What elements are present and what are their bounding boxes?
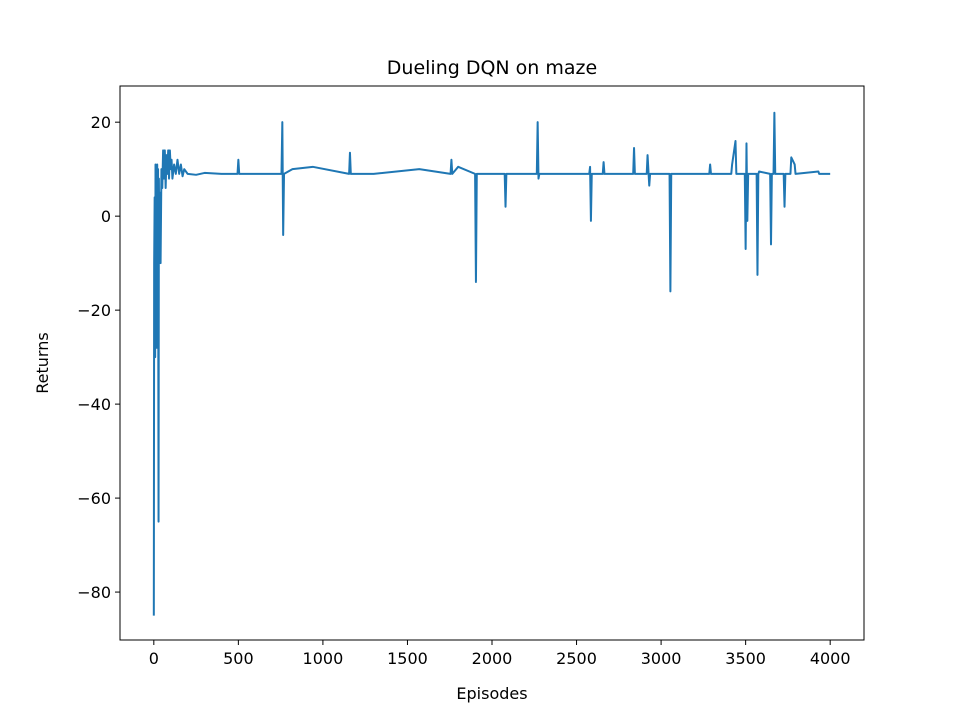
x-tick-label: 500 [223,649,254,668]
y-tick-label: −20 [77,301,111,320]
x-tick-label: 4000 [810,649,851,668]
chart-title: Dueling DQN on maze [387,57,597,79]
x-tick-label: 0 [149,649,159,668]
x-tick-label: 2500 [556,649,597,668]
y-tick-label: 0 [101,207,111,226]
x-tick-label: 2000 [472,649,513,668]
y-axis-label: Returns [33,332,52,393]
x-tick-label: 1000 [303,649,344,668]
x-tick-label: 3000 [641,649,682,668]
x-axis-label: Episodes [456,684,527,703]
plot-frame [119,85,865,641]
y-tick-label: −60 [77,489,111,508]
x-tick-label: 3500 [725,649,766,668]
line-series [152,111,831,616]
y-tick-label: 20 [91,113,111,132]
x-tick-label: 1500 [387,649,428,668]
y-tick-label: −80 [77,583,111,602]
y-tick-label: −40 [77,395,111,414]
